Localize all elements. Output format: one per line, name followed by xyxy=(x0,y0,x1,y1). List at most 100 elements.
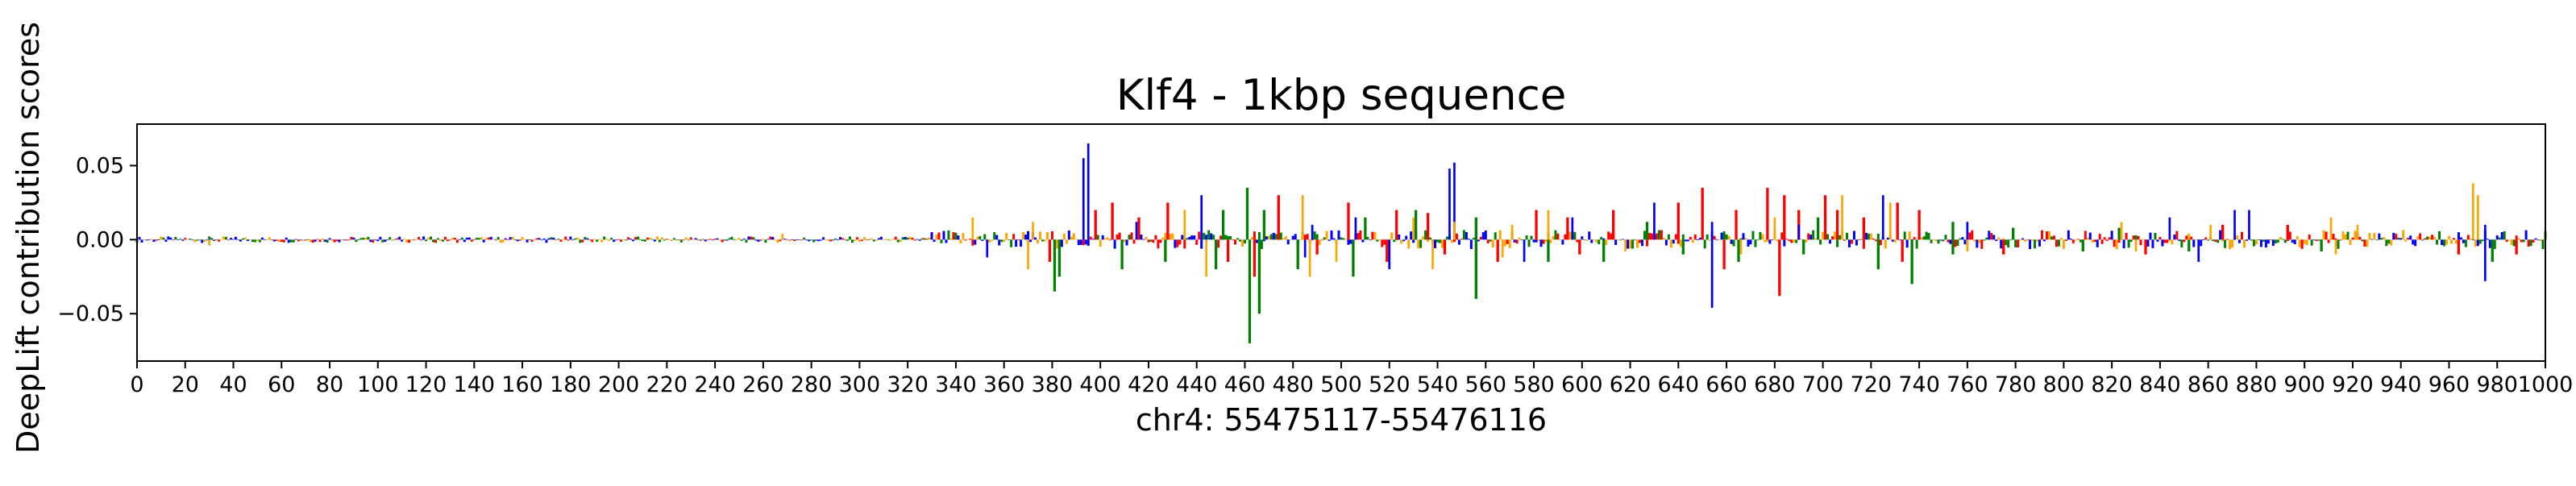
noise-bar xyxy=(1681,234,1685,240)
noise-bar xyxy=(817,239,821,242)
contribution-bar xyxy=(1120,239,1124,270)
noise-bar xyxy=(1937,239,1940,244)
contribution-bar xyxy=(1277,195,1280,240)
noise-bar xyxy=(362,238,365,240)
noise-bar xyxy=(1976,239,1979,248)
noise-bar xyxy=(757,239,760,242)
x-tick-label: 320 xyxy=(887,372,929,397)
noise-bar xyxy=(562,239,565,241)
noise-bar xyxy=(1439,239,1442,243)
noise-bar xyxy=(1617,239,1620,241)
noise-bar xyxy=(2043,239,2046,242)
noise-bar xyxy=(465,237,468,240)
noise-bar xyxy=(991,239,994,241)
noise-bar xyxy=(492,239,495,240)
noise-bar xyxy=(1142,239,1145,240)
noise-bar xyxy=(1452,239,1456,243)
noise-bar xyxy=(1457,239,1460,245)
noise-bar xyxy=(1530,235,1533,240)
noise-bar xyxy=(2426,236,2429,240)
noise-bar xyxy=(201,239,204,243)
noise-bar xyxy=(2385,239,2388,247)
noise-bar xyxy=(1272,232,1275,240)
noise-bar xyxy=(1884,239,1887,249)
noise-bar xyxy=(1318,239,1321,246)
contribution-bar xyxy=(2134,239,2138,252)
noise-bar xyxy=(591,239,594,243)
noise-bar xyxy=(2296,236,2299,240)
contribution-bar xyxy=(2457,239,2461,255)
noise-bar xyxy=(942,231,945,240)
noise-bar xyxy=(1161,237,1165,240)
noise-bar xyxy=(945,239,948,243)
noise-bar xyxy=(2017,239,2020,247)
contribution-bar xyxy=(1966,239,1969,252)
noise-bar xyxy=(2129,239,2133,243)
noise-bar xyxy=(184,238,187,240)
noise-bar xyxy=(1968,232,1971,240)
contribution-bar xyxy=(1951,222,1955,240)
noise-bar xyxy=(513,239,517,240)
noise-bar xyxy=(1790,239,1793,243)
noise-bar xyxy=(1342,238,1345,240)
noise-bar xyxy=(2168,239,2171,241)
noise-bar xyxy=(1715,239,1718,241)
noise-bar xyxy=(186,239,189,240)
noise-bar xyxy=(2298,239,2301,247)
noise-bar xyxy=(1747,239,1750,247)
noise-bar xyxy=(1809,235,1813,240)
noise-bar xyxy=(455,239,459,243)
noise-bar xyxy=(1667,234,1670,240)
noise-bar xyxy=(1831,236,1834,240)
noise-bar xyxy=(1595,239,1598,243)
noise-bar xyxy=(193,239,197,243)
noise-bar xyxy=(1050,231,1053,240)
noise-bar xyxy=(2098,234,2101,240)
noise-bar xyxy=(1650,233,1653,240)
noise-bar xyxy=(1730,239,1733,244)
noise-bar xyxy=(1096,235,1099,240)
x-tick-label: 900 xyxy=(2283,372,2325,397)
x-tick-label: 260 xyxy=(742,372,784,397)
noise-bar xyxy=(699,239,702,241)
noise-bar xyxy=(1708,239,1711,241)
noise-bar xyxy=(499,239,502,243)
noise-bar xyxy=(825,239,828,240)
noise-bar xyxy=(386,239,389,241)
noise-bar xyxy=(600,239,604,243)
chart-marks xyxy=(135,143,2547,343)
noise-bar xyxy=(1766,239,1769,243)
contribution-bar xyxy=(1354,217,1357,240)
noise-bar xyxy=(1067,230,1070,240)
noise-bar xyxy=(1561,239,1564,245)
noise-bar xyxy=(1445,236,1448,240)
noise-bar xyxy=(1132,239,1136,244)
x-tick-label: 420 xyxy=(1128,372,1170,397)
noise-bar xyxy=(1306,234,1309,240)
noise-bar xyxy=(940,239,943,243)
noise-bar xyxy=(441,239,444,242)
noise-bar xyxy=(2529,239,2532,247)
noise-bar xyxy=(2527,239,2530,247)
noise-bar xyxy=(1186,238,1189,240)
noise-bar xyxy=(1963,239,1967,245)
noise-bar xyxy=(815,239,818,241)
noise-bar xyxy=(971,239,974,246)
noise-bar xyxy=(2156,239,2159,242)
noise-bar xyxy=(1140,235,1143,240)
noise-bar xyxy=(530,239,534,242)
noise-bar xyxy=(2115,239,2118,250)
noise-bar xyxy=(1619,239,1622,241)
noise-bar xyxy=(1657,230,1660,240)
noise-bar xyxy=(638,239,642,241)
noise-bar xyxy=(2245,239,2248,241)
noise-bar xyxy=(458,239,461,240)
noise-bar xyxy=(935,235,938,240)
noise-bar xyxy=(1559,239,1562,240)
contribution-bar xyxy=(1226,239,1230,262)
noise-bar xyxy=(1506,239,1509,244)
noise-bar xyxy=(1997,237,2001,240)
noise-bar xyxy=(2380,238,2383,240)
noise-bar xyxy=(326,239,329,243)
noise-bar xyxy=(1347,239,1350,245)
